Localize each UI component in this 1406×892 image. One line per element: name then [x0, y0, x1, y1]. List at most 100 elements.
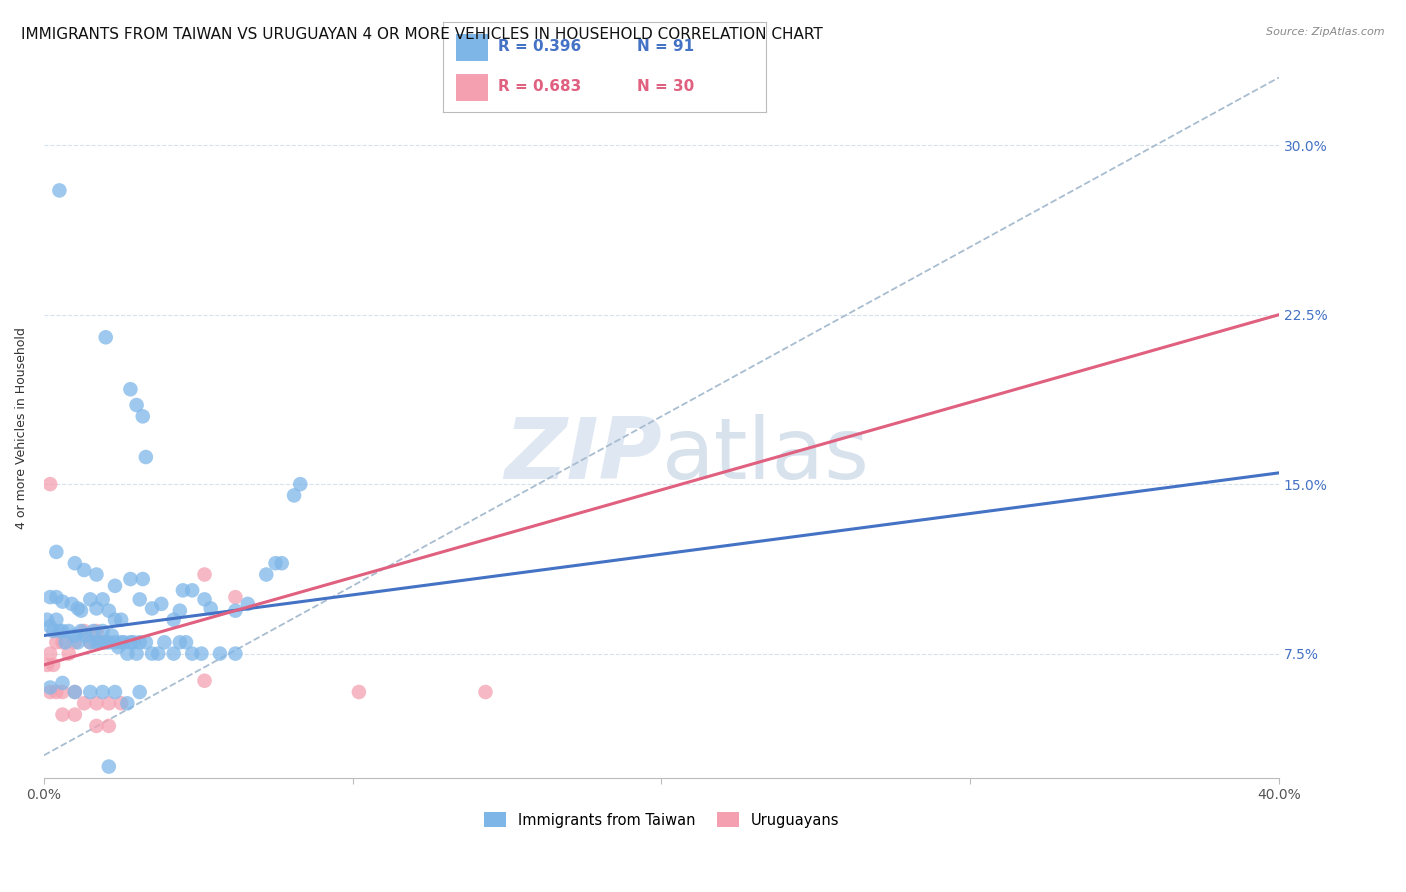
Point [290, 477, 312, 491]
Point [128, 592, 150, 607]
Point [63, 685, 86, 699]
FancyBboxPatch shape [456, 34, 488, 61]
Point [148, 647, 170, 661]
Point [63, 707, 86, 722]
Point [39, 619, 62, 633]
Point [45, 613, 67, 627]
Point [120, 635, 142, 649]
Point [45, 685, 67, 699]
Legend: Immigrants from Taiwan, Uruguayans: Immigrants from Taiwan, Uruguayans [478, 806, 845, 834]
Point [181, 583, 204, 598]
Point [104, 613, 127, 627]
Point [94, 635, 117, 649]
Point [200, 601, 222, 615]
Point [163, 613, 186, 627]
Point [190, 647, 212, 661]
Point [141, 601, 163, 615]
Point [193, 673, 215, 688]
Point [181, 647, 204, 661]
Point [125, 647, 148, 661]
Point [45, 590, 67, 604]
Point [193, 592, 215, 607]
Point [73, 563, 96, 577]
Point [101, 628, 124, 642]
Point [58, 624, 80, 638]
Point [63, 628, 86, 642]
Point [79, 635, 101, 649]
Point [224, 590, 246, 604]
Point [86, 719, 108, 733]
Point [35, 613, 58, 627]
Point [86, 601, 108, 615]
Point [150, 597, 173, 611]
Point [112, 635, 135, 649]
Point [79, 685, 101, 699]
Point [82, 624, 104, 638]
Point [79, 635, 101, 649]
Point [97, 719, 120, 733]
Point [224, 647, 246, 661]
Point [117, 647, 139, 661]
Point [91, 592, 114, 607]
Point [254, 567, 277, 582]
Point [97, 604, 120, 618]
Point [89, 635, 111, 649]
Text: ZIP: ZIP [503, 414, 661, 497]
Point [66, 635, 89, 649]
Point [55, 635, 77, 649]
Point [91, 685, 114, 699]
Point [122, 635, 145, 649]
Point [270, 556, 292, 570]
Text: N = 30: N = 30 [637, 79, 695, 94]
Point [132, 572, 155, 586]
Point [193, 567, 215, 582]
Text: atlas: atlas [661, 414, 869, 497]
Point [208, 647, 231, 661]
Point [79, 592, 101, 607]
Point [120, 572, 142, 586]
Point [51, 594, 73, 608]
Point [91, 635, 114, 649]
Point [39, 647, 62, 661]
Point [474, 685, 496, 699]
Point [51, 624, 73, 638]
Text: Source: ZipAtlas.com: Source: ZipAtlas.com [1267, 27, 1385, 37]
Point [107, 640, 129, 654]
Point [153, 635, 176, 649]
Point [110, 635, 132, 649]
Point [86, 567, 108, 582]
Point [35, 657, 58, 672]
Point [347, 685, 370, 699]
Point [73, 696, 96, 710]
Point [39, 590, 62, 604]
Text: R = 0.683: R = 0.683 [498, 79, 581, 94]
Point [51, 676, 73, 690]
Point [110, 696, 132, 710]
Point [73, 624, 96, 638]
Y-axis label: 4 or more Vehicles in Household: 4 or more Vehicles in Household [15, 326, 28, 529]
Point [42, 624, 65, 638]
Point [60, 597, 83, 611]
Point [97, 696, 120, 710]
Point [128, 685, 150, 699]
Point [224, 604, 246, 618]
Point [51, 707, 73, 722]
Point [104, 579, 127, 593]
Point [135, 635, 157, 649]
Text: IMMIGRANTS FROM TAIWAN VS URUGUAYAN 4 OR MORE VEHICLES IN HOUSEHOLD CORRELATION : IMMIGRANTS FROM TAIWAN VS URUGUAYAN 4 OR… [21, 27, 823, 42]
Point [48, 624, 70, 638]
Point [45, 635, 67, 649]
Point [51, 635, 73, 649]
FancyBboxPatch shape [456, 74, 488, 101]
Point [97, 759, 120, 773]
Point [141, 647, 163, 661]
Point [66, 601, 89, 615]
Point [132, 409, 155, 424]
Point [63, 635, 86, 649]
Point [169, 635, 191, 649]
Point [169, 604, 191, 618]
Point [86, 635, 108, 649]
Point [283, 488, 305, 502]
Text: R = 0.396: R = 0.396 [498, 39, 581, 54]
Point [97, 635, 120, 649]
